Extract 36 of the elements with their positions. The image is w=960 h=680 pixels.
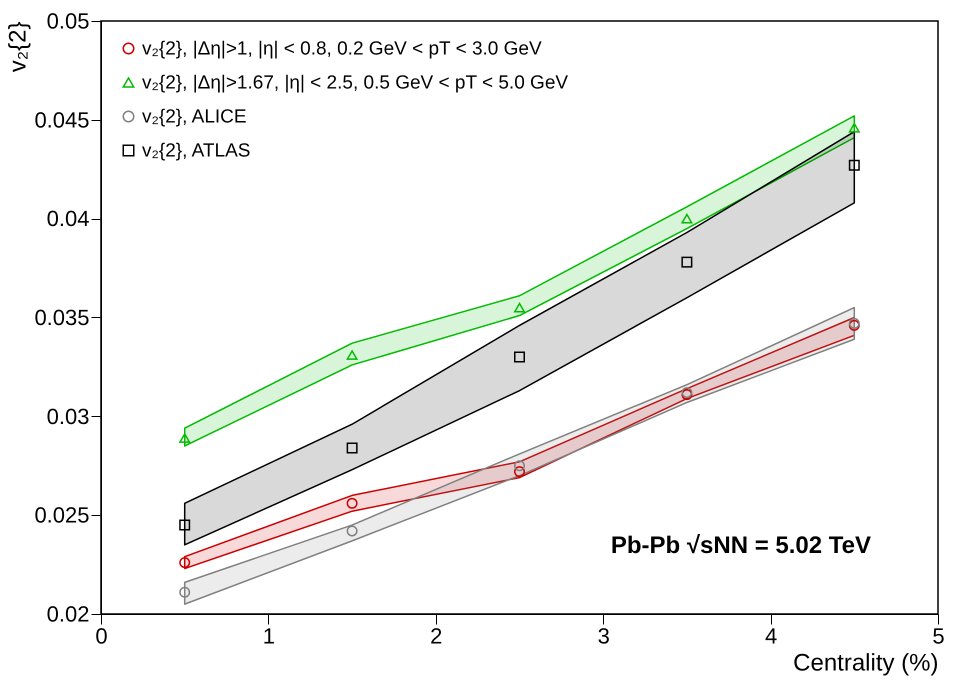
y-tick-label: 0.02	[46, 602, 90, 626]
point	[514, 460, 525, 472]
point	[346, 525, 358, 536]
point	[179, 557, 190, 568]
point	[848, 122, 860, 133]
y-tick-label: 0.05	[46, 8, 90, 34]
point	[179, 433, 190, 443]
x-tick-label: 0	[95, 624, 108, 648]
x-tick-label: 1	[262, 624, 276, 648]
point	[514, 352, 525, 363]
point	[346, 442, 358, 454]
legend-label: v₂{2}, ATLAS	[142, 140, 250, 162]
point	[346, 350, 358, 360]
legend-label: v₂{2}, |Δη|>1.67, |η| < 2.5, 0.5 GeV < pT < 5.0 GeV	[142, 72, 568, 94]
y-tick-label: 0.03	[46, 404, 90, 429]
point	[179, 586, 190, 598]
x-tick-label: 2	[430, 624, 442, 648]
legend-label: v₂{2}, ALICE	[142, 106, 247, 128]
legend-label: v₂{2}, |Δη|>1, |η| < 0.8, 0.2 GeV < pT < 3.0 GeV	[142, 38, 542, 60]
x-tick-label: 5	[932, 624, 945, 648]
y-tick-label: 0.045	[34, 107, 90, 132]
annotation: Pb-Pb √sNN = 5.02 TeV	[610, 532, 871, 559]
point	[681, 256, 692, 268]
y-axis-title: v₂{2}	[4, 22, 32, 72]
point	[514, 466, 525, 478]
point	[179, 520, 190, 531]
point	[346, 498, 358, 509]
y-tick-label: 0.025	[34, 502, 90, 528]
point	[848, 160, 860, 171]
y-tick-label: 0.035	[34, 305, 90, 330]
point	[514, 302, 525, 312]
x-tick-label: 3	[598, 624, 610, 648]
x-tick-label: 4	[764, 624, 778, 648]
point	[681, 214, 692, 224]
y-tick-label: 0.04	[46, 206, 90, 232]
x-axis-title: Centrality (%)	[793, 650, 938, 676]
